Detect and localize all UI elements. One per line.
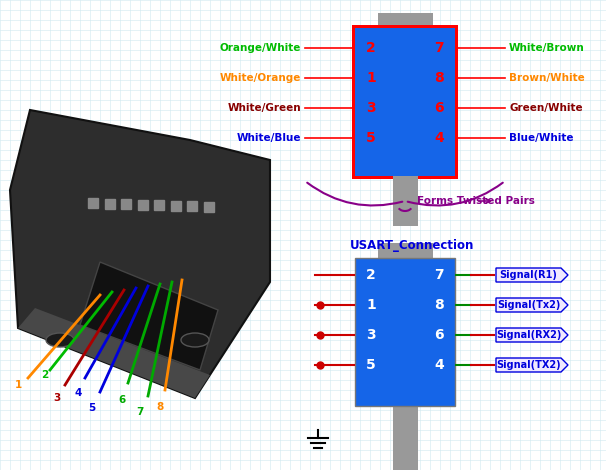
Polygon shape bbox=[496, 268, 568, 282]
Text: 5: 5 bbox=[366, 358, 376, 372]
Polygon shape bbox=[10, 110, 270, 398]
Polygon shape bbox=[154, 200, 164, 210]
Text: 6: 6 bbox=[118, 395, 125, 405]
Text: Signal(R1): Signal(R1) bbox=[499, 270, 558, 280]
Text: 3: 3 bbox=[366, 328, 376, 342]
Text: 2: 2 bbox=[366, 41, 376, 55]
Polygon shape bbox=[204, 202, 213, 212]
Text: 6: 6 bbox=[434, 101, 444, 115]
Text: Signal(RX2): Signal(RX2) bbox=[496, 330, 561, 340]
Ellipse shape bbox=[46, 333, 74, 347]
Text: White/Blue: White/Blue bbox=[236, 133, 301, 143]
Polygon shape bbox=[496, 358, 568, 372]
Text: 7: 7 bbox=[434, 268, 444, 282]
Text: 5: 5 bbox=[366, 131, 376, 145]
Text: 4: 4 bbox=[75, 388, 82, 398]
Polygon shape bbox=[18, 308, 210, 398]
Polygon shape bbox=[104, 198, 115, 209]
Text: 1: 1 bbox=[366, 71, 376, 85]
Text: 7: 7 bbox=[136, 407, 144, 417]
Text: 1: 1 bbox=[15, 380, 22, 390]
Text: Signal(TX2): Signal(TX2) bbox=[496, 360, 561, 370]
FancyBboxPatch shape bbox=[393, 176, 418, 226]
Text: 4: 4 bbox=[434, 358, 444, 372]
FancyBboxPatch shape bbox=[378, 243, 433, 258]
Text: 1: 1 bbox=[366, 298, 376, 312]
Polygon shape bbox=[88, 198, 98, 208]
FancyBboxPatch shape bbox=[352, 25, 458, 179]
Text: Signal(Tx2): Signal(Tx2) bbox=[497, 300, 560, 310]
FancyBboxPatch shape bbox=[355, 28, 455, 176]
Polygon shape bbox=[80, 262, 218, 370]
Text: Orange/White: Orange/White bbox=[219, 43, 301, 53]
Text: 2: 2 bbox=[366, 268, 376, 282]
Polygon shape bbox=[496, 328, 568, 342]
Text: Brown/White: Brown/White bbox=[509, 73, 585, 83]
Text: 8: 8 bbox=[434, 298, 444, 312]
Polygon shape bbox=[138, 199, 147, 210]
Polygon shape bbox=[496, 298, 568, 312]
Text: 3: 3 bbox=[53, 393, 61, 403]
FancyBboxPatch shape bbox=[378, 13, 433, 28]
Text: 6: 6 bbox=[434, 328, 444, 342]
Polygon shape bbox=[187, 201, 197, 211]
Text: 8: 8 bbox=[434, 71, 444, 85]
Text: Green/White: Green/White bbox=[509, 103, 582, 113]
Text: Blue/White: Blue/White bbox=[509, 133, 573, 143]
FancyBboxPatch shape bbox=[355, 258, 455, 406]
Text: White/Brown: White/Brown bbox=[509, 43, 585, 53]
Polygon shape bbox=[121, 199, 131, 209]
Text: 4: 4 bbox=[434, 131, 444, 145]
Text: 5: 5 bbox=[88, 403, 96, 413]
Text: White/Orange: White/Orange bbox=[219, 73, 301, 83]
Text: 7: 7 bbox=[434, 41, 444, 55]
Text: USART_Connection: USART_Connection bbox=[350, 238, 474, 251]
Text: 8: 8 bbox=[156, 402, 164, 412]
Ellipse shape bbox=[181, 333, 209, 347]
Text: 3: 3 bbox=[366, 101, 376, 115]
Text: Forms Twisted Pairs: Forms Twisted Pairs bbox=[417, 196, 535, 206]
Text: White/Green: White/Green bbox=[227, 103, 301, 113]
Text: 2: 2 bbox=[41, 370, 48, 380]
FancyBboxPatch shape bbox=[393, 406, 418, 470]
Polygon shape bbox=[170, 201, 181, 211]
